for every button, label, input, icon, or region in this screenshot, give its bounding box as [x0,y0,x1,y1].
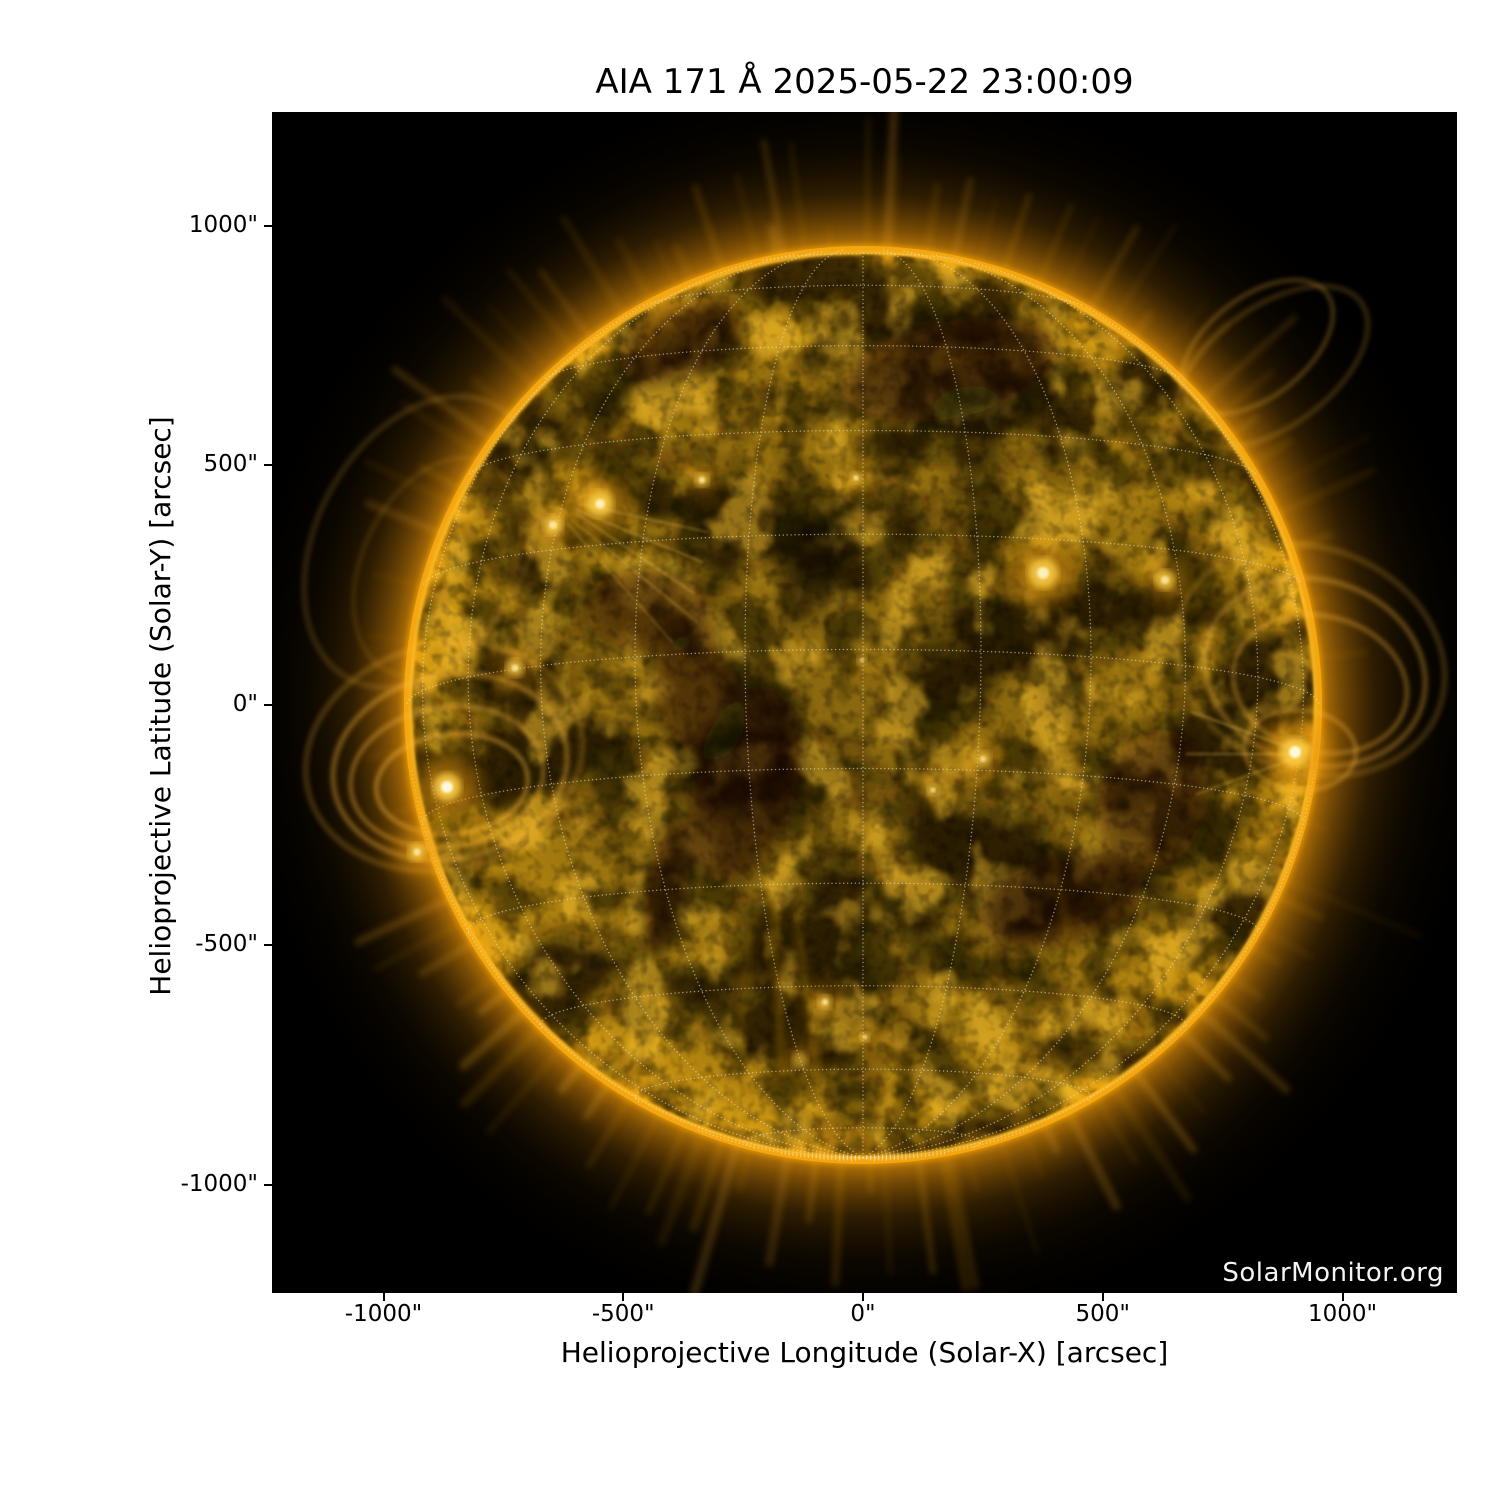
y-tick-label: 1000" [188,211,258,238]
y-tick-mark [264,464,272,467]
y-tick-label: -500" [195,930,258,957]
east-limb-loops [301,393,586,875]
heliographic-grid [406,248,1320,1162]
x-tick-mark [1341,1293,1344,1301]
y-tick-mark [264,224,272,227]
plot-title: AIA 171 Å 2025-05-22 23:00:09 [595,62,1134,102]
solar-image [272,112,1457,1293]
x-tick-label: 1000" [1307,1301,1378,1327]
plot-area: SolarMonitor.org [272,112,1457,1293]
x-axis-label: Helioprojective Longitude (Solar-X) [arc… [560,1336,1169,1369]
active-regions [397,466,1327,1076]
x-tick-mark [1101,1293,1104,1301]
x-tick-label: -500" [591,1301,655,1327]
y-tick-mark [264,943,272,946]
dark-filament-regions [584,297,1210,952]
y-tick-mark [264,1183,272,1186]
y-tick-label: 0" [232,691,258,717]
south-bright-fans [737,848,1076,1076]
x-tick-mark [862,1293,864,1301]
watermark: SolarMonitor.org [1222,1258,1444,1288]
x-tick-label: 500" [1075,1301,1130,1327]
x-tick-label: -1000" [344,1301,423,1327]
x-tick-label: 0" [850,1301,876,1327]
y-tick-label: 500" [203,451,258,478]
y-tick-label: -1000" [180,1170,258,1197]
x-tick-mark [622,1293,625,1301]
x-tick-mark [382,1293,385,1301]
y-tick-mark [264,704,272,706]
fan-streaks [566,502,1292,796]
